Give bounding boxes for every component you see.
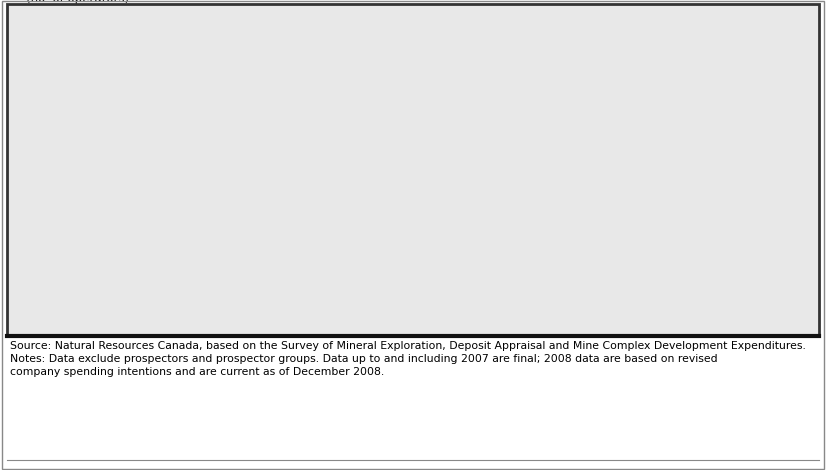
Text: Source: Natural Resources Canada, based on the Survey of Mineral Exploration, De: Source: Natural Resources Canada, based … bbox=[10, 341, 806, 377]
Bar bbox=[148, 277, 182, 315]
Bar bbox=[453, 285, 487, 315]
Bar bbox=[270, 280, 304, 315]
Bar bbox=[576, 285, 610, 315]
Bar bbox=[331, 146, 365, 283]
Bar bbox=[453, 108, 487, 285]
Bar bbox=[209, 139, 243, 278]
Bar bbox=[392, 287, 426, 315]
Bar bbox=[698, 274, 732, 315]
Bar bbox=[148, 116, 182, 277]
Bar bbox=[637, 280, 671, 315]
Bar bbox=[87, 265, 121, 315]
Text: (no. of operators): (no. of operators) bbox=[26, 0, 129, 5]
Bar bbox=[270, 148, 304, 280]
Bar bbox=[759, 51, 793, 275]
Bar bbox=[576, 71, 610, 285]
Bar bbox=[392, 131, 426, 287]
Bar bbox=[515, 83, 548, 282]
Bar bbox=[331, 283, 365, 315]
Bar bbox=[698, 36, 732, 274]
Bar bbox=[759, 275, 793, 315]
Bar bbox=[87, 88, 121, 265]
Bar bbox=[515, 282, 548, 315]
Bar bbox=[209, 278, 243, 315]
Legend: Junior companies, Senior companies: Junior companies, Senior companies bbox=[437, 25, 596, 83]
Bar bbox=[637, 61, 671, 280]
